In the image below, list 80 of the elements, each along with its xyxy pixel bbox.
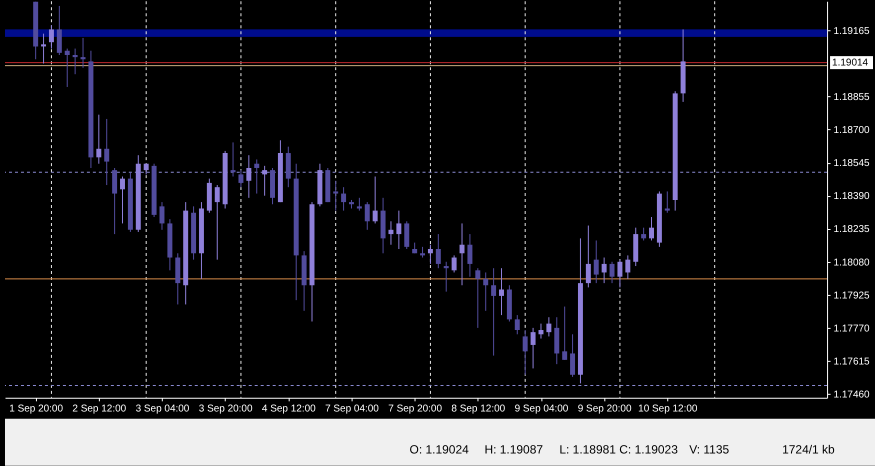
candlestick (356, 197, 362, 212)
x-tick-label: 7 Sep 20:00 (388, 403, 442, 414)
text: C: 1.19023 (619, 442, 678, 457)
candlestick (436, 234, 441, 269)
candlestick (230, 142, 236, 178)
x-tick-label: 2 Sep 12:00 (72, 403, 127, 414)
candlestick (460, 222, 464, 286)
text: O: 1.19024 (410, 442, 470, 457)
candlestick (499, 268, 504, 316)
candlestick (56, 5, 62, 56)
y-tick-label: 1.17460 (834, 389, 870, 400)
candlestick (254, 158, 260, 194)
candlestick (214, 184, 220, 260)
y-tick-label: 1.18700 (834, 125, 870, 136)
candlestick (641, 227, 646, 241)
x-tick-label: 9 Sep 20:00 (578, 403, 632, 414)
candlestick (562, 306, 568, 360)
candlestick (467, 234, 472, 278)
candlestick (617, 259, 622, 288)
x-tick-label: 3 Sep 04:00 (136, 403, 190, 414)
candlestick (420, 246, 426, 258)
x-tick-label: 8 Sep 12:00 (451, 403, 506, 414)
text: 1724/1 kb (782, 442, 836, 457)
candlestick (41, 33, 46, 64)
candlestick (388, 220, 394, 246)
candlestick (64, 48, 70, 88)
candlestick (80, 37, 86, 68)
candlestick (570, 334, 576, 378)
candlestick (483, 272, 488, 312)
candlestick (72, 48, 78, 75)
candlestick (530, 327, 536, 369)
candlestick (491, 268, 496, 356)
candlestick (364, 202, 370, 230)
x-tick-label: 7 Sep 04:00 (325, 403, 380, 414)
candlestick (602, 257, 607, 284)
candlestick (112, 167, 118, 235)
candlestick (664, 190, 670, 214)
y-tick-label: 1.17770 (834, 323, 870, 334)
y-tick-label: 1.17615 (834, 356, 870, 368)
text: H: 1.19087 (484, 442, 544, 457)
candlestick (514, 314, 520, 335)
candlestick (610, 261, 615, 284)
candlestick (625, 254, 630, 280)
x-tick-label: 3 Sep 20:00 (198, 403, 253, 414)
text: V: 1135 (689, 442, 730, 457)
y-tick-label: 1.17925 (834, 290, 870, 302)
x-tick-label: 4 Sep 12:00 (262, 403, 316, 414)
candlestick (444, 261, 449, 292)
candlestick (104, 118, 110, 186)
y-tick-label: 1.18235 (834, 224, 870, 236)
y-tick-label: 1.18545 (834, 158, 870, 170)
candlestick (333, 180, 338, 212)
candlestick (452, 254, 457, 273)
candlestick (412, 242, 418, 254)
candlestick (546, 316, 552, 337)
candlestick (649, 216, 654, 241)
y-tick-label: 1.18855 (834, 92, 870, 104)
candlestick (96, 114, 102, 164)
y-tick-label: 1.18080 (834, 257, 870, 268)
x-tick-label: 9 Sep 04:00 (514, 403, 569, 414)
candlestick (404, 220, 410, 250)
candlestick (120, 176, 125, 224)
candlestick (522, 330, 528, 376)
candlestick (396, 210, 402, 250)
y-tick-label: 1.18390 (834, 191, 870, 202)
ref-line-label: 1.19014 (832, 58, 869, 69)
candlestick (428, 244, 433, 264)
candlestick (594, 240, 599, 284)
text: L: 1.18981 (559, 442, 616, 457)
candlestick (48, 24, 54, 50)
candlestick (475, 268, 480, 328)
candlestick (160, 202, 164, 230)
candlestick (586, 225, 591, 288)
x-tick-label: 10 Sep 12:00 (638, 403, 698, 414)
x-tick-label: 1 Sep 20:00 (9, 403, 64, 414)
y-tick-label: 1.19165 (834, 26, 870, 37)
candlestick (372, 176, 378, 224)
candlestick (538, 323, 544, 340)
candlestick (341, 186, 346, 212)
candlestick (238, 170, 244, 188)
